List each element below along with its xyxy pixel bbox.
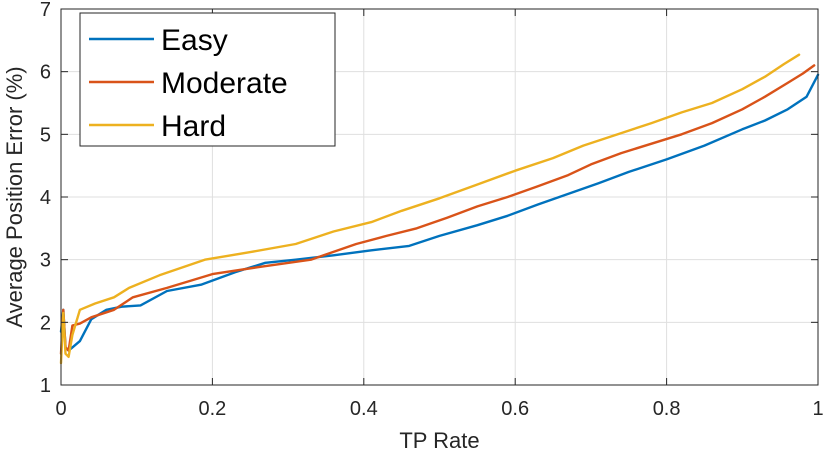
series-line-easy [59,73,820,352]
series-line-hard [59,53,801,365]
y-tick-label: 1 [40,375,51,397]
y-tick-label: 7 [40,0,51,21]
x-tick-label: 0.8 [653,398,681,420]
y-tick-label: 6 [40,62,51,84]
series-lines [59,53,820,365]
legend-label-hard: Hard [161,110,226,143]
y-tick-label: 4 [40,187,51,209]
x-tick-label: 0 [55,398,66,420]
x-axis-label: TP Rate [399,428,479,453]
legend-label-easy: Easy [161,24,228,57]
x-tick-label: 1 [812,398,823,420]
x-tick-label: 0.6 [501,398,529,420]
legend: Easy Moderate Hard [79,12,336,147]
x-tick-label: 0.2 [198,398,226,420]
series-line-moderate [59,64,816,355]
axis-ticks: 0 0.2 0.4 0.6 0.8 1 1 2 3 4 5 6 7 [40,0,824,420]
y-axis-label: Average Position Error (%) [2,66,27,327]
legend-label-moderate: Moderate [161,67,288,100]
y-tick-label: 5 [40,124,51,146]
x-tick-label: 0.4 [350,398,378,420]
y-tick-label: 2 [40,312,51,334]
y-tick-label: 3 [40,250,51,272]
